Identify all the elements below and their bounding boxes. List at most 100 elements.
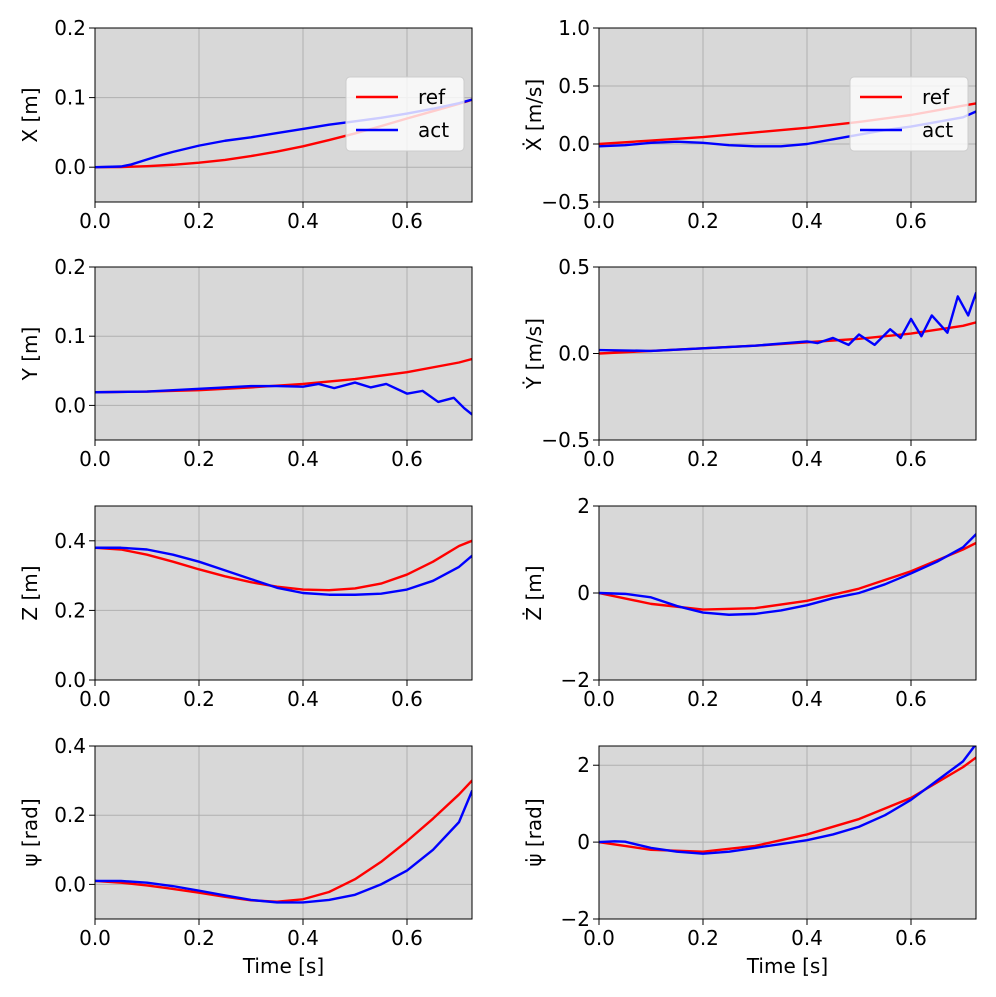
y-axis-label: Ẏ [m/s]: [522, 318, 546, 390]
y-tick-label: 0.0: [54, 393, 86, 417]
y-tick-label: 0: [577, 830, 590, 854]
axes-frame: [94, 266, 473, 441]
y-axis-label: Z [m]: [18, 565, 42, 620]
y-axis-label: Y [m]: [18, 327, 42, 382]
y-tick-label: 0.2: [54, 598, 86, 622]
x-tick-label: 0.0: [583, 447, 615, 471]
x-tick-label: 0.4: [287, 447, 319, 471]
series-line-act: [599, 746, 976, 855]
x-tick-label: 0.0: [583, 209, 615, 233]
x-tick-label: 0.6: [895, 687, 927, 711]
x-tick-label: 0.2: [687, 209, 719, 233]
y-tick-label: 0.0: [558, 132, 590, 156]
legend: ref act: [849, 76, 969, 152]
y-tick-label: 2: [577, 753, 590, 777]
axes-frame: [94, 745, 473, 920]
plot-area: [95, 746, 472, 919]
series-line-act: [599, 533, 976, 616]
y-tick-label: 2: [577, 494, 590, 518]
x-tick-label: 0.4: [791, 209, 823, 233]
x-tick-label: 0.6: [391, 447, 423, 471]
y-tick-label: −0.5: [541, 190, 590, 214]
series-line-ref: [95, 779, 472, 903]
legend: ref act: [345, 76, 465, 152]
x-tick-label: 0.0: [79, 926, 111, 950]
series-line-act: [95, 381, 472, 416]
y-tick-label: 1.0: [558, 16, 590, 40]
series-line-act: [95, 789, 472, 904]
x-tick-label: 0.4: [791, 447, 823, 471]
x-tick-label: 0.4: [791, 687, 823, 711]
y-tick-label: −2: [561, 668, 590, 692]
x-tick-label: 0.2: [687, 687, 719, 711]
y-tick-label: 0.2: [54, 255, 86, 279]
y-tick-label: 0.5: [558, 74, 590, 98]
x-tick-label: 0.2: [687, 926, 719, 950]
y-axis-label: ψ̇ [rad]: [522, 798, 546, 866]
x-tick-label: 0.0: [583, 687, 615, 711]
y-axis-label: Ẋ [m/s]: [522, 79, 546, 151]
x-tick-label: 0.6: [391, 926, 423, 950]
x-tick-label: 0.0: [79, 209, 111, 233]
panel-ydot: 0.0 0.2 0.4 0.6−0.50.00.5Ẏ [m/s]: [522, 255, 977, 471]
series-line-act: [599, 291, 976, 353]
x-axis-label: Time [s]: [746, 954, 828, 978]
y-tick-label: −2: [561, 907, 590, 931]
x-tick-label: 0.2: [687, 447, 719, 471]
legend-label-act: act: [418, 118, 449, 142]
y-tick-label: 0.1: [54, 324, 86, 348]
x-tick-label: 0.4: [791, 926, 823, 950]
x-tick-label: 0.2: [183, 209, 215, 233]
y-tick-label: 0.1: [54, 86, 86, 110]
axes-frame: [94, 27, 473, 203]
plot-area: [95, 506, 472, 680]
x-tick-label: 0.0: [79, 447, 111, 471]
y-tick-label: 0: [577, 581, 590, 605]
legend-label-ref: ref: [418, 85, 446, 109]
legend-box: [849, 76, 969, 152]
panel-psidot: 0.0 0.2 0.4 0.6 −2 0 2 ψ̇ [rad] Time [s]: [522, 745, 977, 978]
legend-box: [345, 76, 465, 152]
y-axis-label: Ż [m]: [522, 565, 546, 620]
x-tick-label: 0.6: [895, 926, 927, 950]
y-tick-label: 0.0: [54, 668, 86, 692]
x-tick-label: 0.2: [183, 447, 215, 471]
x-tick-label: 0.6: [391, 687, 423, 711]
axes-frame: [94, 505, 473, 681]
panel-z: 0.0 0.2 0.4 0.6 0.0 0.2 0.4 Z [m]: [18, 505, 473, 711]
plot-area: [599, 746, 976, 919]
y-tick-label: 0.0: [54, 155, 86, 179]
x-tick-label: 0.4: [287, 687, 319, 711]
panel-x: 0.0 0.2 0.4 0.6 0.0 0.1 0.2 X [m] ref act: [18, 16, 473, 233]
x-tick-label: 0.6: [391, 209, 423, 233]
panel-zdot: 0.0 0.2 0.4 0.6 −2 0 2 Ż [m]: [522, 494, 977, 711]
y-tick-label: 0.0: [558, 342, 590, 366]
y-tick-label: 0.2: [54, 16, 86, 40]
legend-label-act: act: [922, 118, 953, 142]
series-line-act: [95, 546, 472, 596]
y-tick-label: 0.4: [54, 529, 86, 553]
y-tick-label: 0.0: [54, 872, 86, 896]
panel-psi: 0.0 0.2 0.4 0.6 0.0 0.2 0.4 ψ [rad] Time [s]: [18, 734, 473, 978]
series-line-ref: [95, 539, 472, 592]
y-tick-label: −0.5: [541, 428, 590, 452]
x-tick-label: 0.4: [287, 209, 319, 233]
axes-frame: [598, 27, 977, 203]
y-tick-label: 0.4: [54, 734, 86, 758]
x-tick-label: 0.2: [183, 926, 215, 950]
panel-y: 0.0 0.2 0.4 0.6 0.0 0.1 0.2 Y [m]: [18, 255, 473, 471]
axes-frame: [598, 745, 977, 920]
legend-label-ref: ref: [922, 85, 950, 109]
x-tick-label: 0.4: [287, 926, 319, 950]
x-axis-label: Time [s]: [242, 954, 324, 978]
y-axis-label: ψ [rad]: [18, 798, 42, 866]
x-tick-label: 0.0: [79, 687, 111, 711]
y-tick-label: 0.2: [54, 803, 86, 827]
x-tick-label: 0.6: [895, 447, 927, 471]
plot-area: [95, 267, 472, 440]
x-tick-label: 0.6: [895, 209, 927, 233]
y-tick-label: 0.5: [558, 255, 590, 279]
x-tick-label: 0.2: [183, 687, 215, 711]
